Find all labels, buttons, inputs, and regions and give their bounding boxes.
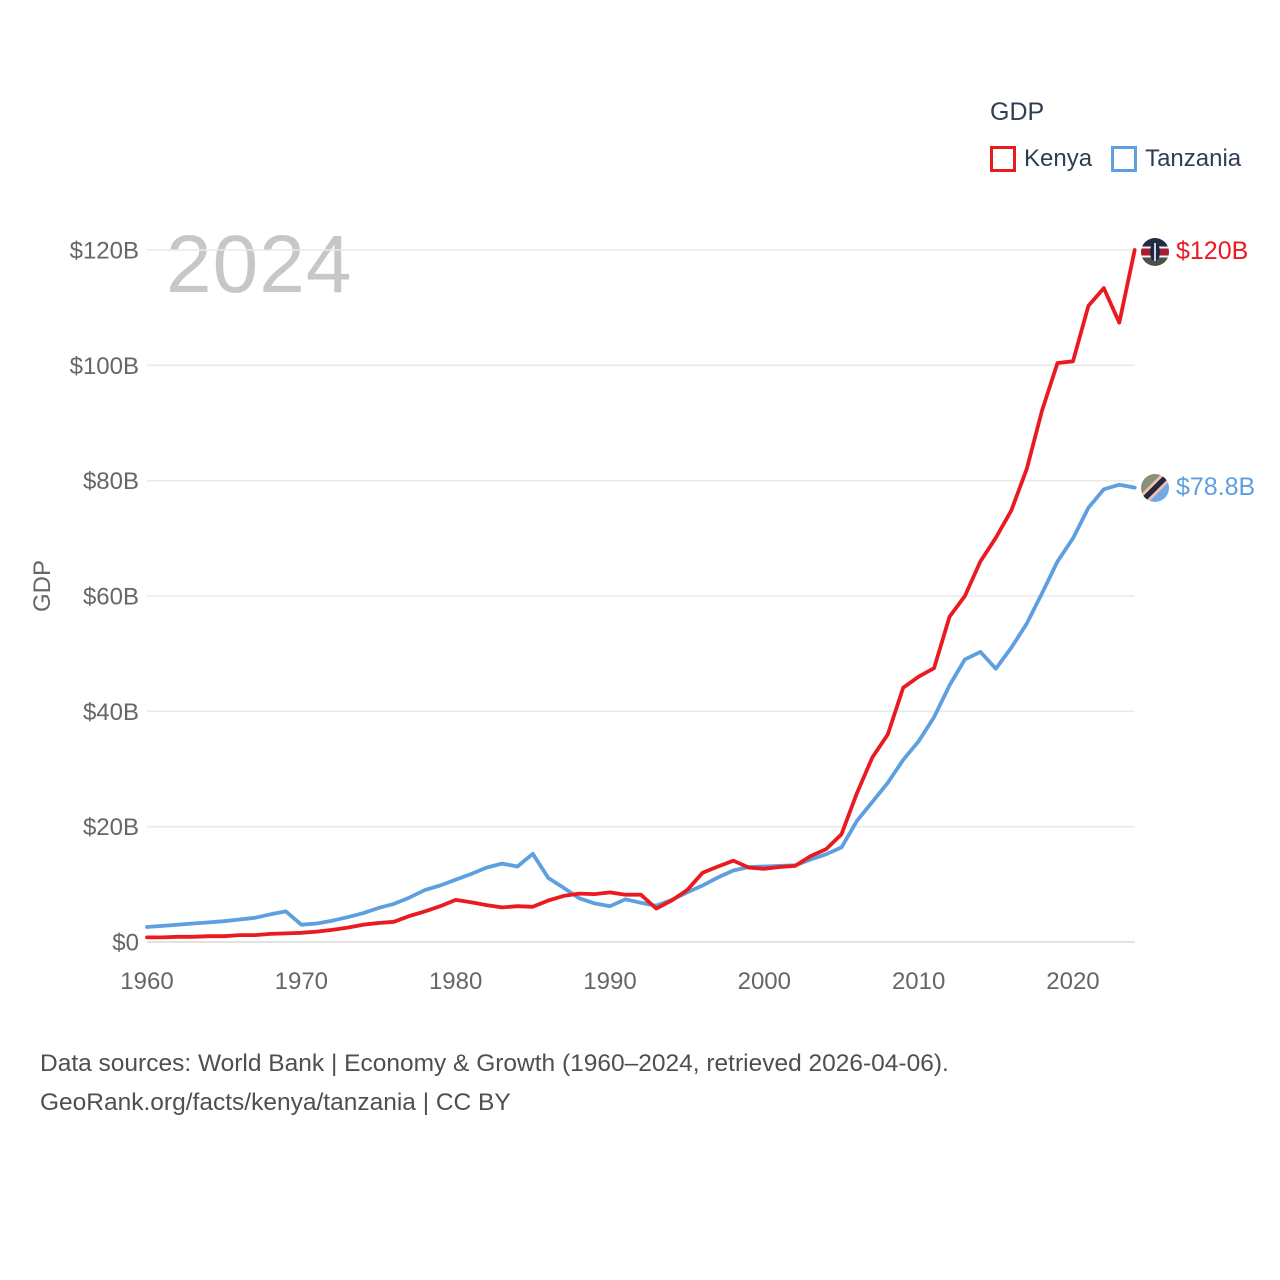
svg-text:1980: 1980 xyxy=(429,968,482,995)
y-axis-title: GDP xyxy=(29,560,56,613)
svg-text:1960: 1960 xyxy=(120,968,173,995)
svg-text:$60B: $60B xyxy=(83,584,139,611)
kenya-shield-icon xyxy=(1150,242,1160,261)
svg-text:2010: 2010 xyxy=(892,968,945,995)
data-sources-line: Data sources: World Bank | Economy & Gro… xyxy=(40,1050,949,1077)
svg-text:$40B: $40B xyxy=(83,699,139,726)
svg-text:2000: 2000 xyxy=(738,968,791,995)
tanzania-end-value: $78.8B xyxy=(1176,473,1256,501)
svg-text:$0: $0 xyxy=(112,930,139,957)
tanzania-flag-icon xyxy=(1141,473,1169,502)
year-watermark: 2024 xyxy=(166,219,353,310)
legend-label-tanzania: Tanzania xyxy=(1145,145,1242,172)
tanzania-end-label: $78.8B xyxy=(1141,473,1255,502)
svg-text:1990: 1990 xyxy=(583,968,636,995)
legend-label-kenya: Kenya xyxy=(1024,145,1093,172)
kenya-flag-icon xyxy=(1141,237,1169,266)
attribution-footer: Data sources: World Bank | Economy & Gro… xyxy=(40,1044,949,1122)
tanzania-swatch-icon xyxy=(1111,146,1138,172)
svg-text:$120B: $120B xyxy=(70,238,139,265)
source-url-line: GeoRank.org/facts/kenya/tanzania | CC BY xyxy=(40,1089,511,1116)
legend-item-kenya[interactable]: Kenya xyxy=(990,145,1092,173)
svg-text:1970: 1970 xyxy=(275,968,328,995)
svg-text:$20B: $20B xyxy=(83,814,139,841)
legend-title: GDP xyxy=(990,98,1045,126)
chart-legend: GDP Kenya Tanzania xyxy=(990,98,1241,173)
kenya-end-value: $120B xyxy=(1176,237,1249,265)
svg-text:$100B: $100B xyxy=(70,353,139,380)
kenya-end-label: $120B xyxy=(1141,237,1248,266)
legend-items: Kenya Tanzania xyxy=(990,145,1241,173)
svg-text:2020: 2020 xyxy=(1046,968,1099,995)
kenya-swatch-icon xyxy=(990,146,1016,172)
svg-text:$80B: $80B xyxy=(83,468,139,495)
legend-item-tanzania[interactable]: Tanzania xyxy=(1111,145,1241,173)
